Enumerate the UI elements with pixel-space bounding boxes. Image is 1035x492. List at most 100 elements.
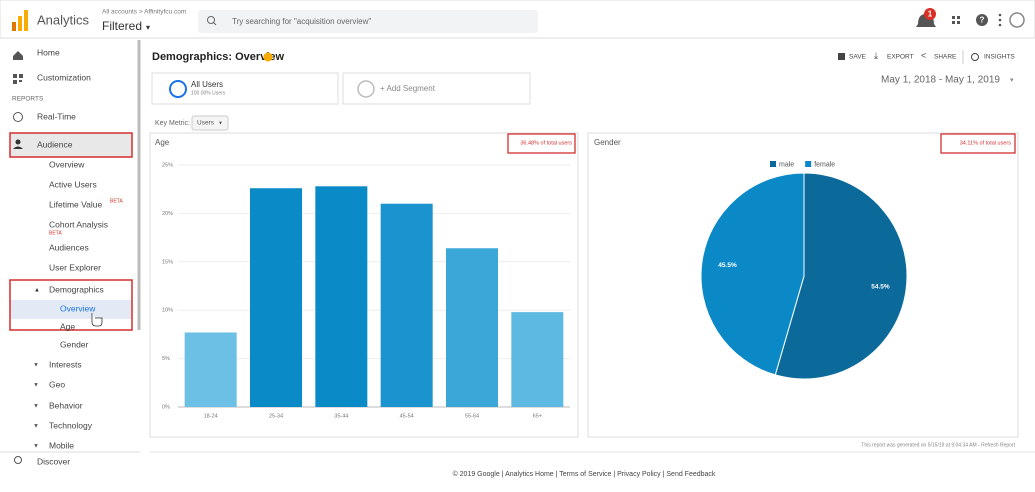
nav-section: REPORTS — [12, 96, 44, 103]
nav-item[interactable]: Lifetime Value — [49, 199, 103, 209]
highlight-box — [507, 133, 576, 154]
segment-name: All Users — [191, 80, 223, 89]
x-tick-label: 25-34 — [269, 413, 283, 419]
nav-item[interactable]: Audience — [37, 139, 73, 149]
chart-subtitle: 34.11% of total users — [960, 140, 1012, 146]
audience-icon — [15, 139, 21, 145]
beta-badge: BETA — [110, 198, 123, 204]
nav-item[interactable]: Discover — [37, 456, 70, 466]
bar — [511, 312, 564, 407]
legend-label: male — [779, 161, 794, 168]
save-icon — [838, 53, 845, 60]
nav-item[interactable]: Real-Time — [37, 111, 76, 121]
dropdown-icon: ▾ — [146, 23, 150, 32]
help-icon[interactable] — [976, 14, 988, 26]
chart-title: Gender — [594, 138, 621, 147]
bar — [184, 332, 237, 407]
nav-item[interactable]: Age — [60, 321, 75, 331]
nav-item[interactable]: Customization — [37, 72, 91, 82]
logo — [12, 22, 16, 31]
key-metric[interactable]: Users — [197, 120, 215, 127]
nav-item[interactable]: Interests — [49, 359, 82, 369]
x-tick-label: 55-64 — [465, 413, 479, 419]
nav-item[interactable]: Mobile — [49, 440, 74, 450]
chart-subtitle: 36.48% of total users — [520, 140, 572, 146]
verified-icon — [263, 52, 273, 62]
nav-item[interactable]: Technology — [49, 420, 93, 430]
action-button[interactable]: SHARE — [934, 54, 957, 61]
beta-badge: BETA — [49, 230, 62, 236]
bar — [380, 203, 433, 407]
y-tick-label: 10% — [162, 308, 173, 314]
nav-item[interactable]: Overview — [49, 159, 85, 169]
expand-icon: ▼ — [33, 404, 39, 410]
y-tick-label: 5% — [162, 356, 170, 362]
segment-detail: 100.00% Users — [191, 90, 226, 96]
logo — [18, 16, 22, 31]
search-box[interactable] — [198, 10, 538, 33]
nav-item[interactable]: Cohort Analysis — [49, 219, 108, 229]
segment-card[interactable] — [151, 72, 339, 105]
date-range[interactable]: May 1, 2018 - May 1, 2019 — [881, 75, 1000, 86]
nav-item[interactable]: Home — [37, 47, 60, 57]
key-metric-select[interactable] — [191, 115, 229, 131]
legend-label: female — [814, 161, 835, 168]
pie-slice — [700, 172, 805, 376]
highlight-box — [9, 279, 133, 331]
search-icon — [213, 22, 217, 26]
report-title: Demographics: Overview — [152, 51, 284, 63]
expand-icon: ▼ — [33, 363, 39, 369]
action-button[interactable]: EXPORT — [887, 54, 914, 61]
help-icon-glyph: ? — [980, 16, 985, 25]
x-tick-label: 65+ — [533, 413, 542, 419]
nav-item[interactable]: Audiences — [49, 242, 89, 252]
highlight-box — [9, 132, 133, 158]
apps-icon[interactable] — [952, 16, 960, 24]
chart-title: Age — [155, 138, 170, 147]
nav-item[interactable]: Overview — [60, 303, 96, 313]
y-tick-label: 15% — [162, 259, 173, 265]
y-tick-label: 25% — [162, 162, 173, 168]
nav-item[interactable]: Demographics — [49, 284, 104, 294]
export-icon: ⤓ — [874, 50, 878, 60]
pie-slice — [774, 172, 908, 380]
segment-icon — [169, 80, 187, 98]
action-button[interactable]: INSIGHTS — [984, 54, 1015, 61]
x-tick-label: 18-24 — [204, 413, 218, 419]
expand-icon: ▲ — [34, 288, 40, 294]
action-button[interactable]: SAVE — [849, 54, 867, 61]
search-icon — [207, 16, 215, 24]
dropdown-icon: ▾ — [1010, 77, 1014, 84]
segment-icon — [357, 80, 375, 98]
y-tick-label: 20% — [162, 211, 173, 217]
search-placeholder[interactable]: Try searching for "acquisition overview" — [232, 17, 371, 26]
view-selector[interactable]: Filtered — [102, 19, 142, 33]
bar — [315, 186, 368, 407]
more-icon[interactable] — [998, 13, 1002, 27]
nav-item[interactable]: User Explorer — [49, 262, 101, 272]
bar — [250, 188, 302, 407]
insights-icon — [971, 53, 979, 61]
breadcrumb[interactable]: All accounts > Affinityfcu.com — [102, 9, 186, 16]
legend-swatch — [805, 161, 812, 167]
bar — [446, 248, 498, 407]
segment-card[interactable] — [342, 72, 531, 105]
x-tick-label: 45-54 — [400, 413, 414, 419]
home-icon — [13, 51, 23, 60]
add-segment[interactable]: + Add Segment — [380, 84, 436, 93]
logo — [24, 10, 28, 31]
footer-links[interactable]: © 2019 Google | Analytics Home | Terms o… — [453, 470, 716, 478]
data-label: 45.5% — [718, 262, 737, 269]
account-avatar[interactable] — [1009, 12, 1025, 28]
nav-item[interactable]: Gender — [60, 339, 89, 349]
notification-badge — [924, 8, 936, 20]
realtime-icon — [13, 112, 23, 122]
nav-item[interactable]: Behavior — [49, 400, 83, 410]
expand-icon: ▼ — [33, 383, 39, 389]
expand-icon: ▼ — [33, 424, 39, 430]
nav-item[interactable]: Geo — [49, 379, 65, 389]
nav-selected — [10, 133, 132, 157]
product-name[interactable]: Analytics — [37, 12, 90, 27]
nav-item[interactable]: Active Users — [49, 179, 97, 189]
